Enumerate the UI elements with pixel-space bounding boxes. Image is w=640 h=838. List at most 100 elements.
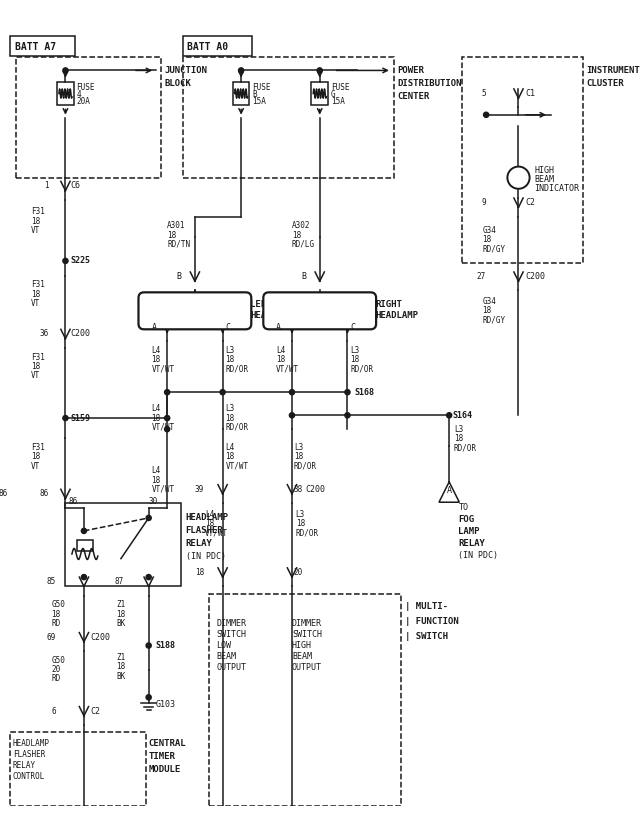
Text: RELAY: RELAY (186, 540, 212, 548)
Text: TIMER: TIMER (148, 752, 175, 761)
Text: C200: C200 (306, 484, 326, 494)
Text: A: A (152, 323, 156, 332)
Text: A: A (276, 323, 281, 332)
Text: 18: 18 (152, 355, 161, 365)
Text: BEAM: BEAM (534, 175, 554, 184)
Text: 18: 18 (483, 235, 492, 244)
Text: 15A: 15A (331, 97, 345, 106)
Circle shape (146, 575, 151, 580)
Text: HIGH: HIGH (292, 641, 312, 650)
Bar (10, 36, 75, 55)
Circle shape (484, 112, 489, 117)
Text: L3: L3 (225, 404, 235, 413)
Circle shape (63, 258, 68, 263)
Text: 18: 18 (276, 355, 285, 365)
Circle shape (447, 412, 452, 418)
Text: VT/WT: VT/WT (225, 462, 248, 471)
Text: RD/OR: RD/OR (454, 443, 477, 453)
Text: C6: C6 (70, 182, 80, 190)
Text: 18: 18 (152, 414, 161, 422)
Text: VT/WT: VT/WT (152, 423, 175, 432)
FancyBboxPatch shape (138, 292, 252, 329)
Circle shape (508, 167, 529, 189)
Text: INDICATOR: INDICATOR (534, 184, 579, 194)
Text: F31: F31 (31, 443, 45, 453)
Text: RD/LG: RD/LG (292, 240, 315, 249)
Text: 18: 18 (225, 453, 235, 462)
Text: L4: L4 (205, 510, 214, 519)
Text: CENTER: CENTER (397, 92, 429, 101)
Text: F31: F31 (31, 207, 45, 216)
Text: 6: 6 (52, 706, 56, 716)
Text: S164: S164 (453, 411, 473, 420)
Text: 5: 5 (481, 89, 486, 98)
Text: HEADLAMP: HEADLAMP (250, 311, 293, 320)
Text: C2: C2 (525, 198, 535, 207)
Text: DIMMER: DIMMER (216, 618, 246, 628)
Text: RD/GY: RD/GY (483, 316, 506, 324)
Text: | MULTI-: | MULTI- (404, 603, 448, 611)
Text: CLUSTER: CLUSTER (586, 79, 623, 88)
Text: VT: VT (31, 226, 40, 235)
Text: G: G (331, 90, 335, 99)
Text: S188: S188 (155, 641, 175, 650)
Text: 86: 86 (68, 497, 77, 506)
Text: RD/OR: RD/OR (225, 365, 248, 374)
Circle shape (289, 412, 294, 418)
Text: C200: C200 (70, 329, 90, 339)
Circle shape (146, 643, 151, 648)
Text: (IN PDC): (IN PDC) (458, 551, 499, 561)
Text: VT: VT (31, 299, 40, 308)
Text: BATT A7: BATT A7 (15, 42, 56, 52)
Text: CENTRAL: CENTRAL (148, 739, 186, 748)
Text: L4: L4 (152, 466, 161, 475)
Text: VT/WT: VT/WT (152, 484, 175, 494)
Text: | FUNCTION: | FUNCTION (404, 617, 458, 626)
Text: VT: VT (31, 462, 40, 471)
Text: POWER: POWER (397, 66, 424, 75)
Text: 18: 18 (152, 475, 161, 484)
Text: 18: 18 (225, 414, 235, 422)
Text: G50: G50 (52, 656, 65, 665)
Text: S159: S159 (70, 414, 90, 422)
Text: L4: L4 (152, 346, 161, 355)
Bar (17, 58, 161, 178)
Text: DIMMER: DIMMER (292, 618, 322, 628)
Text: BEAM: BEAM (216, 652, 236, 661)
Text: A301: A301 (167, 221, 186, 230)
Text: 18: 18 (116, 662, 125, 671)
Circle shape (317, 68, 323, 73)
Circle shape (63, 416, 68, 421)
Text: 39: 39 (195, 484, 204, 494)
Text: F31: F31 (31, 353, 45, 361)
Circle shape (63, 68, 68, 73)
Text: L3: L3 (225, 346, 235, 355)
Text: VT: VT (31, 371, 40, 380)
Circle shape (220, 390, 225, 395)
Text: 38: 38 (294, 484, 303, 494)
Polygon shape (439, 482, 460, 502)
Text: 18: 18 (225, 355, 235, 365)
Text: RD/OR: RD/OR (350, 365, 373, 374)
Text: FLASHER: FLASHER (13, 750, 45, 759)
Circle shape (146, 695, 151, 700)
Text: VT/WT: VT/WT (276, 365, 300, 374)
Text: RD/TN: RD/TN (167, 240, 190, 249)
Text: HEADLAMP: HEADLAMP (13, 739, 50, 748)
Text: DISTRIBUTION: DISTRIBUTION (397, 79, 462, 88)
Bar (312, 82, 328, 105)
Bar (10, 732, 146, 806)
Text: C2: C2 (90, 706, 100, 716)
Text: RELAY: RELAY (13, 761, 36, 770)
Text: RD/OR: RD/OR (225, 423, 248, 432)
Text: 18: 18 (195, 568, 204, 577)
FancyBboxPatch shape (263, 292, 376, 329)
Bar (183, 58, 394, 178)
Text: RD/GY: RD/GY (483, 245, 506, 253)
Text: HEADLAMP: HEADLAMP (375, 311, 418, 320)
Circle shape (164, 427, 170, 432)
Text: 4: 4 (77, 90, 81, 99)
Text: L3: L3 (350, 346, 360, 355)
Bar (233, 82, 250, 105)
Text: L4: L4 (225, 443, 235, 453)
